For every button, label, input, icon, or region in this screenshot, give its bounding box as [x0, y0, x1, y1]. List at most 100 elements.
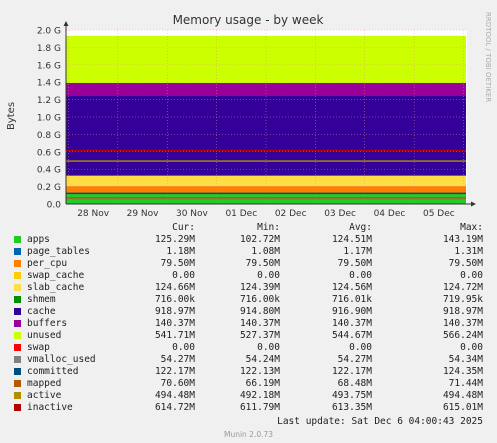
legend-min-value: 140.37M — [239, 318, 280, 329]
legend-avg-value: 544.67M — [331, 330, 372, 341]
legend-row-active: active 494.48M 492.18M 493.75M 494.48M — [12, 390, 492, 402]
legend-row-inactive: inactive 614.72M 611.79M 613.35M 615.01M — [12, 402, 492, 414]
legend-max-value: 54.34M — [448, 354, 483, 365]
legend-avg-value: 493.75M — [331, 390, 372, 401]
legend-swatch — [14, 392, 21, 399]
legend-cur-value: 918.97M — [154, 306, 195, 317]
legend-swatch — [14, 260, 21, 267]
legend-min-value: 122.13M — [239, 366, 280, 377]
y-tick-label: 1.2 G — [37, 96, 61, 106]
legend-min-value: 0.00 — [257, 342, 280, 353]
legend-cur-value: 70.60M — [160, 378, 195, 389]
x-tick-label: 03 Dec — [324, 209, 356, 219]
legend-min-value: 102.72M — [239, 234, 280, 245]
legend-row-cache: cache 918.97M 914.80M 916.90M 918.97M — [12, 306, 492, 318]
legend-avg-value: 122.17M — [331, 366, 372, 377]
legend-avg-value: 79.50M — [337, 258, 372, 269]
x-axis-arrow — [471, 201, 476, 207]
legend-min-value: 914.80M — [239, 306, 280, 317]
legend-max-value: 719.95k — [442, 294, 483, 305]
legend-avg-value: 716.01k — [331, 294, 372, 305]
legend-max-value: 0.00 — [460, 270, 483, 281]
legend-name: per_cpu — [27, 258, 68, 269]
area-buffers — [66, 82, 466, 96]
legend-swatch — [14, 296, 21, 303]
y-tick-label: 2.0 G — [37, 27, 61, 37]
y-tick-label: 1.6 G — [37, 61, 61, 71]
legend-cur-value: 79.50M — [160, 258, 195, 269]
legend-row-per_cpu: per_cpu 79.50M 79.50M 79.50M 79.50M — [12, 258, 492, 270]
legend-cur-value: 1.18M — [166, 246, 195, 257]
legend-row-apps: apps 125.29M 102.72M 124.51M 143.19M — [12, 234, 492, 246]
legend-min-value: 66.19M — [245, 378, 280, 389]
legend-swatch — [14, 368, 21, 375]
legend-avg-value: 124.51M — [331, 234, 372, 245]
legend-name: committed — [27, 366, 79, 377]
legend-min-value: 54.24M — [245, 354, 280, 365]
legend-row-unused: unused 541.71M 527.37M 544.67M 566.24M — [12, 330, 492, 342]
x-tick-label: 28 Nov — [77, 209, 110, 219]
legend-swatch — [14, 332, 21, 339]
legend-max-value: 124.35M — [442, 366, 483, 377]
legend-name: active — [27, 390, 62, 401]
legend-row-shmem: shmem 716.00k 716.00k 716.01k 719.95k — [12, 294, 492, 306]
legend-cur-value: 122.17M — [154, 366, 195, 377]
legend-max-value: 79.50M — [448, 258, 483, 269]
legend-row-mapped: mapped 70.60M 66.19M 68.48M 71.44M — [12, 378, 492, 390]
legend-row-slab_cache: slab_cache 124.66M 124.39M 124.56M 124.72M — [12, 282, 492, 294]
legend-max-value: 0.00 — [460, 342, 483, 353]
header-min: Min: — [257, 222, 280, 233]
legend-name: unused — [27, 330, 62, 341]
legend-max-value: 143.19M — [442, 234, 483, 245]
legend-swatch — [14, 272, 21, 279]
legend-name: swap — [27, 342, 50, 353]
legend-cur-value: 125.29M — [154, 234, 195, 245]
legend-cur-value: 541.71M — [154, 330, 195, 341]
legend-avg-value: 0.00 — [349, 270, 372, 281]
legend-row-swap_cache: swap_cache 0.00 0.00 0.00 0.00 — [12, 270, 492, 282]
legend-avg-value: 140.37M — [331, 318, 372, 329]
y-tick-label: 0.0 — [47, 201, 62, 211]
legend-max-value: 124.72M — [442, 282, 483, 293]
legend-avg-value: 613.35M — [331, 402, 372, 413]
legend-avg-value: 124.56M — [331, 282, 372, 293]
legend-name: shmem — [27, 294, 56, 305]
legend-max-value: 918.97M — [442, 306, 483, 317]
last-update: Last update: Sat Dec 6 04:00:43 2025 — [277, 416, 483, 427]
legend-name: swap_cache — [27, 270, 85, 281]
y-tick-label: 1.8 G — [37, 44, 61, 54]
legend-min-value: 79.50M — [245, 258, 280, 269]
legend-table: Cur: Min: Avg: Max: apps 125.29M 102.72M 12… — [12, 222, 492, 414]
legend-avg-value: 0.00 — [349, 342, 372, 353]
legend-avg-value: 916.90M — [331, 306, 372, 317]
legend-swatch — [14, 320, 21, 327]
legend-swatch — [14, 236, 21, 243]
y-tick-label: 0.6 G — [37, 148, 61, 158]
legend-name: buffers — [27, 318, 68, 329]
legend-row-buffers: buffers 140.37M 140.37M 140.37M 140.37M — [12, 318, 492, 330]
y-axis-arrow — [63, 21, 69, 26]
legend-cur-value: 124.66M — [154, 282, 195, 293]
legend-min-value: 124.39M — [239, 282, 280, 293]
legend-min-value: 0.00 — [257, 270, 280, 281]
legend-avg-value: 68.48M — [337, 378, 372, 389]
legend-swatch — [14, 248, 21, 255]
chart-title: Memory usage - by week — [173, 13, 324, 27]
y-axis-label: Bytes — [6, 102, 17, 130]
legend-max-value: 71.44M — [448, 378, 483, 389]
y-tick-label: 0.2 G — [37, 183, 61, 193]
legend-min-value: 492.18M — [239, 390, 280, 401]
x-tick-label: 29 Nov — [127, 209, 160, 219]
legend-max-value: 566.24M — [442, 330, 483, 341]
legend-row-swap: swap 0.00 0.00 0.00 0.00 — [12, 342, 492, 354]
legend-name: inactive — [27, 402, 73, 413]
legend-swatch — [14, 380, 21, 387]
x-tick-label: 30 Nov — [176, 209, 209, 219]
legend-name: page_tables — [27, 246, 90, 257]
rrdtool-side-label: RRDTOOL / TOBI OETIKER — [484, 12, 492, 102]
legend-cur-value: 494.48M — [154, 390, 195, 401]
legend-cur-value: 614.72M — [154, 402, 195, 413]
legend-swatch — [14, 308, 21, 315]
header-avg: Avg: — [349, 222, 372, 233]
legend-header: Cur: Min: Avg: Max: — [12, 222, 492, 234]
